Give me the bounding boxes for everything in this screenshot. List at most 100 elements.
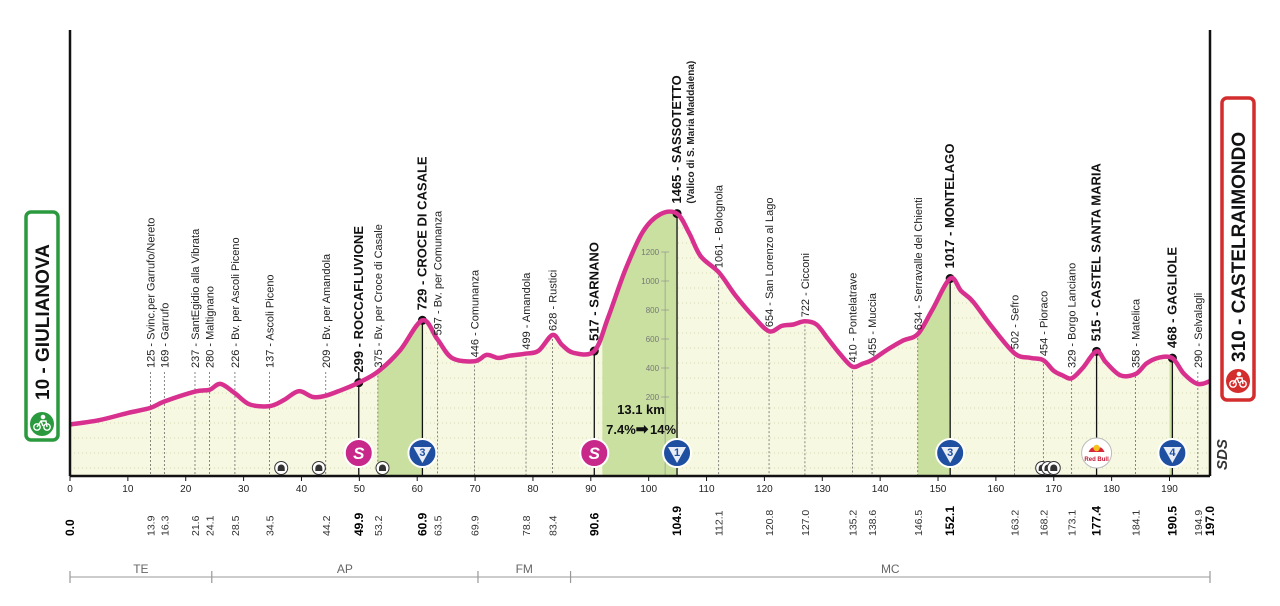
km-label: 0.0 — [63, 519, 77, 536]
km-label: 194.9 — [1193, 510, 1205, 536]
alt-tick-label: 600 — [646, 335, 660, 344]
waypoint-label: 454 - Pioraco — [1038, 291, 1050, 356]
start-label: 10 - GIULIANOVA — [33, 244, 54, 400]
km-label: 104.9 — [670, 506, 684, 536]
regions-layer: TE AP FM MC — [69, 562, 1211, 583]
waypoint-label: 517 - SARNANO — [586, 242, 601, 341]
x-tick-label: 60 — [412, 484, 424, 495]
alt-tick-label: 1200 — [641, 248, 659, 257]
x-tick-label: 100 — [640, 484, 657, 495]
x-tick-label: 120 — [756, 484, 773, 495]
km-label: 152.1 — [943, 506, 957, 536]
km-label: 177.4 — [1090, 506, 1104, 536]
km-label: 24.1 — [204, 515, 216, 536]
region-label: MC — [881, 562, 900, 576]
redbull-marker — [1081, 437, 1113, 469]
x-tick-label: 150 — [930, 484, 947, 495]
waypoint-label: 329 - Borgo Lanciano — [1067, 263, 1079, 368]
km-label: 173.1 — [1067, 510, 1079, 536]
alt-tick-label: 1000 — [641, 277, 659, 286]
waypoint-label: 137 - Ascoli Piceno — [265, 274, 277, 368]
markers-layer: S 3 S 1 3 Red Bull 4 — [274, 437, 1188, 475]
waypoint-label: 722 - Cicconi — [800, 253, 812, 317]
x-tick-label: 0 — [67, 484, 73, 495]
km-label: 44.2 — [321, 515, 333, 536]
region-label: AP — [337, 562, 353, 576]
kom-marker-label: 4 — [1169, 447, 1176, 459]
waypoint-label: 226 - Bv. per Ascoli Piceno — [230, 237, 242, 368]
waypoint-label: 628 - Rustici — [548, 270, 560, 331]
waypoint-label: 455 - Muccia — [867, 292, 879, 356]
x-tick-label: 160 — [988, 484, 1005, 495]
x-tick-label: 80 — [527, 484, 539, 495]
redbull-label: Red Bull — [1084, 457, 1109, 463]
altitude-scale-layer: 200 400 600 800 1000 1200 — [641, 248, 670, 476]
kom-triangle-icon — [941, 447, 960, 463]
climb-summary: 13.1 km 7.4% ➡ 14% — [606, 402, 676, 438]
start-box: 10 - GIULIANOVA — [24, 210, 60, 442]
tunnel-arch — [1050, 464, 1058, 471]
km-label: 163.2 — [1009, 510, 1021, 536]
kom-triangle-icon — [668, 447, 687, 463]
km-label: 60.9 — [415, 512, 429, 536]
waypoint-label: 299 - ROCCAFLUVIONE — [351, 226, 366, 373]
x-tick-label: 190 — [1161, 484, 1178, 495]
climb-gradient: 7.4% — [606, 422, 636, 437]
km-label: 120.8 — [764, 510, 776, 536]
waypoint-label: 209 - Bv. per Amandola — [321, 253, 333, 368]
x-tick-label: 30 — [238, 484, 250, 495]
finish-label: 310 - CASTELRAIMONDO — [1229, 132, 1250, 362]
tunnel-arch — [378, 464, 386, 471]
sds-logo: SDS — [1214, 439, 1231, 470]
x-tick-label: 90 — [585, 484, 597, 495]
redbull-sun-icon — [1093, 444, 1100, 452]
waypoint-label: 729 - CROCE DI CASALE — [414, 156, 429, 310]
km-label: 127.0 — [800, 510, 812, 536]
waypoint-label: 1061 - Bolognola — [714, 184, 726, 268]
km-label: 135.2 — [847, 510, 859, 536]
climb-distance: 13.1 km — [617, 402, 665, 417]
alt-tick-label: 400 — [646, 364, 660, 373]
tunnel-arch — [277, 464, 285, 471]
waypoint-label: 468 - GAGLIOLE — [1164, 247, 1179, 348]
waypoint-label: 280 - Maltignano — [204, 286, 216, 368]
km-label: 138.6 — [867, 510, 879, 536]
km-label: 83.4 — [548, 515, 560, 536]
waypoint-label: 1465 - SASSOTETTO — [669, 75, 684, 203]
km-label: 16.3 — [159, 515, 171, 536]
x-tick-label: 70 — [470, 484, 482, 495]
x-tick-label: 110 — [699, 484, 715, 495]
km-label: 63.5 — [432, 515, 444, 536]
x-tick-label: 20 — [180, 484, 192, 495]
tunnel-arch — [315, 464, 323, 471]
km-label: 78.8 — [521, 515, 533, 536]
km-label: 112.1 — [714, 510, 726, 536]
km-label: 197.0 — [1203, 506, 1217, 536]
km-label: 28.5 — [230, 515, 242, 536]
waypoint-label: 410 - Pontelatrave — [847, 273, 859, 363]
x-tick-label: 50 — [354, 484, 366, 495]
km-label: 34.5 — [265, 515, 277, 536]
sprint-marker-label: S — [353, 444, 365, 463]
waypoint-label: 515 - CASTEL SANTA MARIA — [1089, 163, 1104, 342]
km-label: 184.1 — [1130, 510, 1142, 536]
redbull-bull-icon — [1088, 447, 1105, 452]
km-labels-layer: 0.0 13.9 16.3 21.6 24.1 28.5 34.5 44.2 49.9 53.2 6… — [63, 506, 1217, 536]
waypoint-label: 634 - Serravalle del Chienti — [913, 197, 925, 330]
km-label: 69.9 — [469, 515, 481, 536]
region-label: TE — [133, 562, 148, 576]
waypoint-label: 597 - Bv. per Comunanza — [432, 210, 444, 335]
waypoint-label: 654 - San Lorenzo al Lago — [764, 198, 776, 328]
climb-max-gradient: 14% — [650, 422, 676, 437]
km-label: 13.9 — [145, 515, 157, 536]
km-label: 49.9 — [352, 512, 366, 536]
x-tick-label: 170 — [1045, 484, 1062, 495]
kom-triangle-icon — [413, 447, 432, 463]
x-tick-label: 10 — [122, 484, 134, 495]
alt-tick-label: 800 — [646, 306, 660, 315]
waypoint-label: 446 - Comunanza — [469, 269, 481, 357]
sprint-marker — [579, 438, 610, 468]
distance-axis: 0 10 20 30 40 50 60 70 80 90 100 110 120 130 140 150 160… — [67, 30, 1212, 495]
sprint-marker — [343, 438, 374, 468]
waypoint-labels-layer: 125 - Svinc.per Garrufo/Nereto 169 - Garr… — [145, 61, 1204, 373]
